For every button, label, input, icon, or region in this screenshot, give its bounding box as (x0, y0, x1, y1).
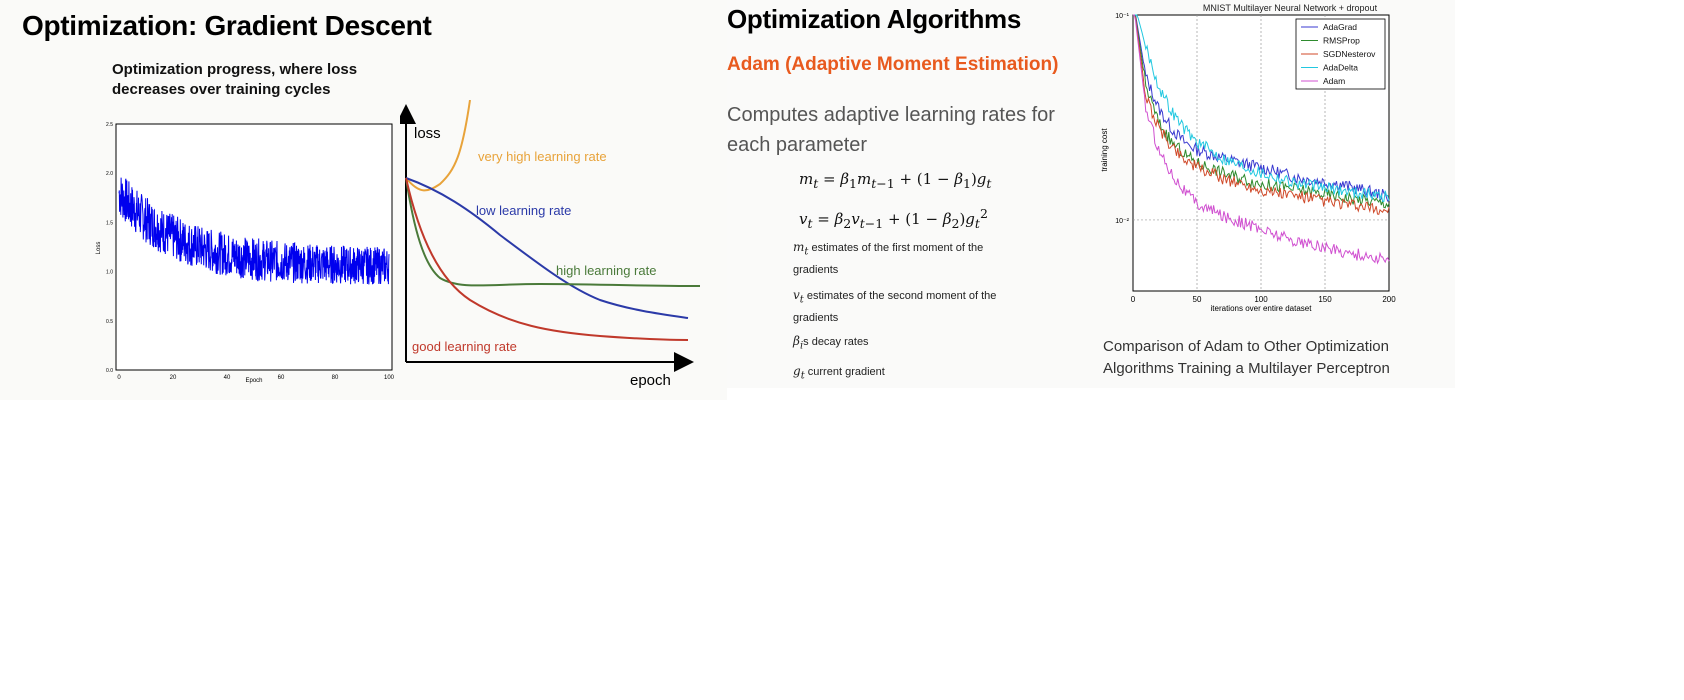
chart-y-ticks: 10⁻¹ 10⁻² (1115, 13, 1129, 225)
note-v: vt estimates of the second moment of the… (793, 288, 997, 325)
loss-y-tick: 0.0 (106, 368, 113, 374)
loss-caption-line1: Optimization progress, where loss (112, 61, 358, 78)
chart-xlabel: iterations over entire dataset (1211, 304, 1313, 313)
lr-axis-x-label: epoch (630, 372, 671, 389)
slide-title: Optimization Algorithms (727, 4, 1022, 34)
x-tick-label: 50 (1193, 295, 1202, 304)
x-tick-label: 150 (1318, 295, 1332, 304)
loss-x-tick: 60 (278, 375, 285, 381)
legend-label: AdaDelta (1323, 63, 1358, 73)
loss-x-tick: 0 (117, 375, 121, 381)
adam-description-line1: Computes adaptive learning rates for (727, 104, 1055, 126)
loss-y-tick: 1.0 (106, 270, 113, 276)
learning-rate-diagram: loss epoch very high learning rate low l… (400, 100, 700, 389)
x-tick-label: 0 (1131, 295, 1136, 304)
loss-chart-x-ticks: 0 20 40 60 80 100 (117, 375, 394, 381)
loss-x-tick: 80 (332, 375, 339, 381)
note-v-text-line1: estimates of the second moment of the (806, 290, 997, 302)
note-g: gt current gradient (793, 364, 885, 382)
very-high-lr-curve (405, 100, 471, 192)
loss-y-tick: 0.5 (106, 319, 113, 325)
good-lr-label: good learning rate (412, 339, 517, 354)
note-m-text-line2: gradients (793, 264, 839, 277)
note-beta: βis decay rates (793, 334, 869, 352)
note-g-text: current gradient (807, 366, 885, 378)
chart-x-ticks: 0 50 100 150 200 (1131, 295, 1396, 304)
low-lr-label: low learning rate (476, 203, 571, 218)
equation-v: vt = β2vt−1 + (1 − β2)gt2 (799, 206, 988, 231)
y-tick-label: 10⁻¹ (1115, 13, 1129, 20)
y-tick-label: 10⁻² (1115, 218, 1129, 225)
legend-label: RMSProp (1323, 36, 1360, 46)
slide-optimization-algorithms: Optimization Algorithms Adam (Adaptive M… (727, 0, 1455, 388)
loss-x-tick: 20 (170, 375, 177, 381)
low-lr-curve (405, 177, 689, 319)
good-lr-curve (405, 177, 689, 341)
chart-ylabel: training cost (1100, 128, 1109, 172)
note-v-text-line2: gradients (793, 312, 839, 325)
series-adam-line (1133, 14, 1390, 265)
loss-x-tick: 40 (224, 375, 231, 381)
loss-chart-ylabel: Loss (96, 242, 102, 255)
equation-m: mt = β1mt−1 + (1 − β1)gt (799, 170, 992, 191)
series-sgdnesterov-line (1133, 14, 1390, 215)
loss-chart: Loss Epoch 0 20 40 60 80 100 2.5 2.0 1.5 1.0 0.5 0… (96, 122, 395, 384)
legend-label: SGDNesterov (1323, 49, 1376, 59)
note-m-text-line1: estimates of the first moment of the (811, 242, 984, 254)
figure-caption-line2: Algorithms Training a Multilayer Percept… (1103, 360, 1390, 377)
legend-label: AdaGrad (1323, 22, 1357, 32)
x-tick-label: 100 (1254, 295, 1268, 304)
chart-legend: AdaGrad RMSProp SGDNesterov AdaDelta Adam (1295, 18, 1386, 90)
adam-description-line2: each parameter (727, 134, 868, 156)
series-adadelta-line (1133, 14, 1390, 202)
note-beta-text: s decay rates (803, 336, 869, 348)
loss-y-tick: 2.5 (106, 122, 113, 128)
chart-title: MNIST Multilayer Neural Network + dropou… (1203, 3, 1378, 13)
high-lr-label: high learning rate (556, 263, 656, 278)
loss-y-tick: 2.0 (106, 171, 113, 177)
lr-axis-y-label: loss (414, 125, 441, 142)
adam-subtitle: Adam (Adaptive Moment Estimation) (727, 54, 1059, 75)
figure-caption: Comparison of Adam to Other Optimization… (1103, 336, 1390, 380)
chart-series (1133, 14, 1390, 265)
series-adagrad-line (1133, 14, 1390, 202)
very-high-lr-label: very high learning rate (478, 149, 607, 164)
legend-label: Adam (1323, 76, 1345, 86)
optimizer-comparison-chart: MNIST Multilayer Neural Network + dropou… (1100, 3, 1396, 313)
slide-title: Optimization: Gradient Descent (22, 10, 432, 41)
note-m: mt estimates of the first moment of the … (793, 240, 984, 277)
loss-y-tick: 1.5 (106, 220, 113, 226)
loss-chart-y-ticks: 2.5 2.0 1.5 1.0 0.5 0.0 (106, 122, 113, 374)
loss-caption: Optimization progress, where loss decrea… (112, 60, 357, 100)
slide-gradient-descent: Optimization: Gradient Descent Optimizat… (0, 0, 727, 400)
figure-caption-line1: Comparison of Adam to Other Optimization (1103, 338, 1389, 355)
x-tick-label: 200 (1382, 295, 1396, 304)
high-lr-curve (405, 177, 700, 287)
loss-chart-xlabel: Epoch (245, 378, 262, 384)
loss-x-tick: 100 (384, 375, 395, 381)
loss-caption-line2: decreases over training cycles (112, 81, 331, 98)
adam-description: Computes adaptive learning rates for eac… (727, 100, 1055, 160)
loss-series-line (118, 177, 390, 285)
